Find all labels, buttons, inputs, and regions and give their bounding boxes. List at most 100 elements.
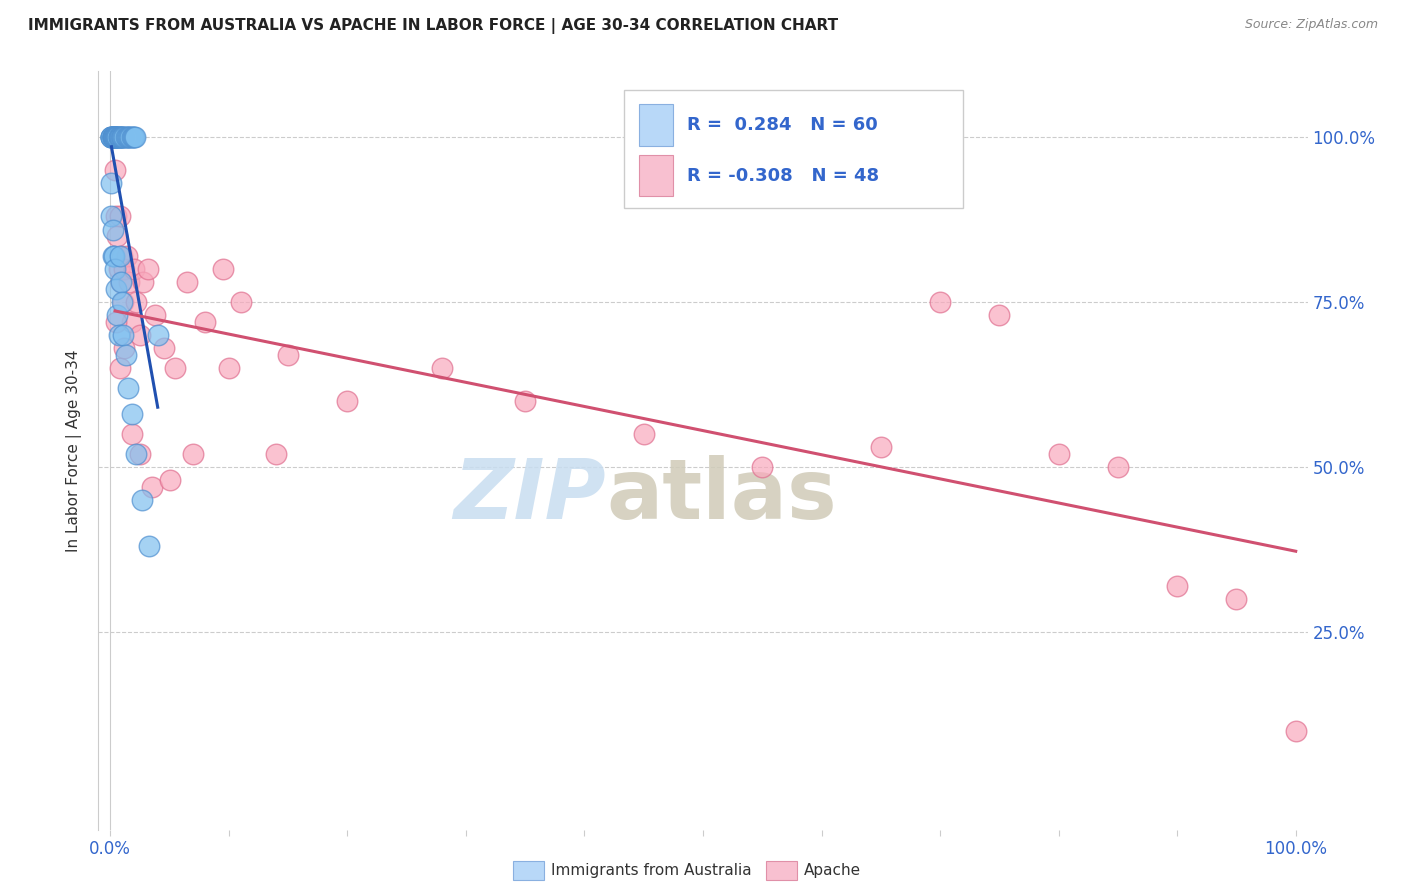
Point	[1107, 459, 1129, 474]
Text: Immigrants from Australia: Immigrants from Australia	[551, 863, 752, 878]
Point	[129, 328, 152, 343]
Point	[105, 130, 128, 145]
Point	[165, 361, 187, 376]
Point	[136, 262, 159, 277]
Point	[107, 130, 129, 145]
Point	[104, 130, 127, 145]
Point	[143, 308, 166, 322]
Point	[121, 130, 143, 145]
Point	[118, 130, 141, 145]
Point	[1047, 447, 1070, 461]
Point	[1285, 723, 1308, 738]
Point	[105, 130, 128, 145]
Point	[101, 130, 124, 145]
Point	[118, 276, 141, 290]
Point	[100, 210, 122, 224]
Point	[114, 130, 136, 145]
Point	[121, 427, 143, 442]
Text: atlas: atlas	[606, 456, 837, 536]
Point	[115, 249, 138, 263]
Point	[120, 130, 142, 145]
Point	[100, 130, 122, 145]
Point	[105, 229, 128, 244]
Point	[515, 394, 537, 409]
Point	[103, 130, 125, 145]
Point	[104, 262, 127, 277]
Point	[869, 440, 891, 454]
Point	[141, 480, 163, 494]
Point	[103, 130, 125, 145]
Point	[131, 492, 153, 507]
Point	[107, 328, 129, 343]
Point	[218, 361, 240, 376]
Point	[114, 341, 136, 355]
Point	[111, 130, 134, 145]
Point	[100, 177, 122, 191]
Point	[152, 341, 174, 355]
Point	[108, 249, 131, 263]
Bar	[638, 104, 673, 145]
Point	[100, 130, 122, 145]
Point	[122, 130, 145, 145]
Point	[117, 381, 139, 395]
Point	[194, 315, 217, 329]
Point	[122, 262, 145, 277]
Point	[101, 130, 124, 145]
Point	[108, 210, 131, 224]
Point	[121, 315, 143, 329]
Point	[110, 276, 132, 290]
Text: R =  0.284   N = 60: R = 0.284 N = 60	[688, 116, 877, 134]
Text: Apache: Apache	[804, 863, 862, 878]
Point	[103, 249, 125, 263]
Point	[1166, 579, 1188, 593]
Point	[114, 262, 136, 277]
Point	[432, 361, 454, 376]
Point	[277, 348, 299, 362]
Point	[176, 276, 198, 290]
Point	[117, 130, 139, 145]
Point	[101, 222, 124, 236]
Point	[111, 130, 134, 145]
Point	[105, 130, 128, 145]
Point	[181, 447, 204, 461]
Point	[212, 262, 235, 277]
Point	[132, 276, 155, 290]
Point	[929, 295, 952, 310]
Point	[125, 447, 148, 461]
Point	[105, 210, 128, 224]
Point	[121, 130, 143, 145]
Point	[105, 130, 128, 145]
Point	[1225, 591, 1247, 606]
Point	[111, 295, 134, 310]
Point	[110, 276, 132, 290]
Point	[146, 328, 169, 343]
Point	[112, 328, 135, 343]
Point	[336, 394, 359, 409]
Point	[100, 130, 122, 145]
Point	[264, 447, 287, 461]
Point	[129, 447, 152, 461]
Point	[108, 361, 131, 376]
Point	[115, 130, 138, 145]
FancyBboxPatch shape	[624, 90, 963, 208]
Text: IMMIGRANTS FROM AUSTRALIA VS APACHE IN LABOR FORCE | AGE 30-34 CORRELATION CHART: IMMIGRANTS FROM AUSTRALIA VS APACHE IN L…	[28, 18, 838, 34]
Point	[138, 539, 160, 553]
Point	[103, 130, 125, 145]
Point	[112, 130, 135, 145]
Point	[110, 130, 132, 145]
Point	[105, 282, 128, 296]
Point	[103, 130, 125, 145]
Point	[104, 163, 127, 178]
Point	[159, 473, 181, 487]
Point	[103, 130, 125, 145]
Y-axis label: In Labor Force | Age 30-34: In Labor Force | Age 30-34	[66, 349, 83, 552]
Text: R = -0.308   N = 48: R = -0.308 N = 48	[688, 167, 879, 185]
Point	[104, 130, 127, 145]
Point	[107, 262, 129, 277]
Point	[988, 308, 1011, 322]
Point	[105, 315, 128, 329]
Point	[105, 308, 128, 322]
Point	[100, 130, 122, 145]
Point	[229, 295, 252, 310]
Bar	[638, 155, 673, 196]
